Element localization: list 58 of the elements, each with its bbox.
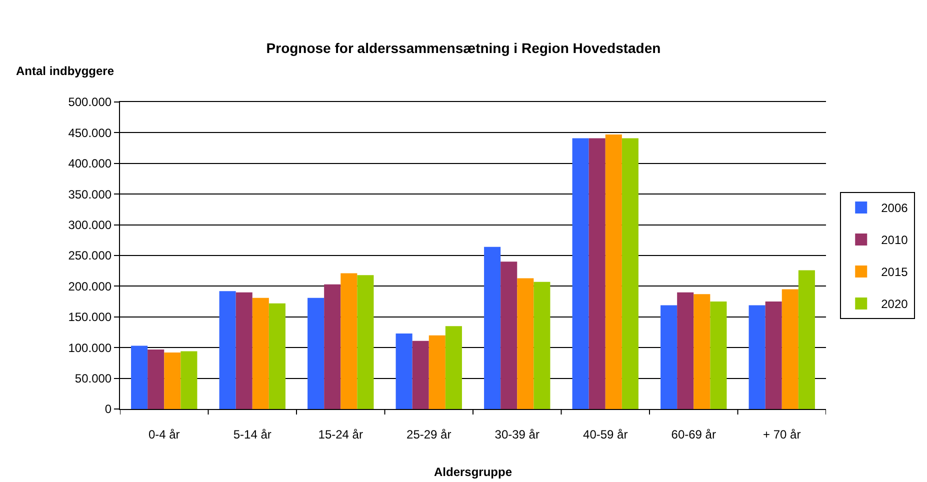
bar: [694, 294, 710, 409]
bar: [219, 291, 236, 409]
bar: [484, 246, 501, 409]
x-tick-label: 5-14 år: [233, 427, 272, 442]
bar: [340, 273, 358, 409]
x-axis-title: Aldersgruppe: [434, 465, 512, 479]
y-tick-label: 350.000: [68, 187, 112, 202]
bar: [710, 302, 727, 409]
bar: [445, 326, 462, 409]
bar: [572, 138, 589, 409]
bar: [324, 284, 341, 409]
y-tick-label: 50.000: [74, 372, 112, 386]
y-tick-label: 0: [104, 402, 112, 416]
legend-label: 2010: [881, 233, 908, 248]
bar: [500, 262, 518, 409]
bar: [517, 278, 534, 409]
legend-label: 2020: [881, 297, 908, 312]
y-tick-label: 250.000: [68, 248, 112, 263]
bar: [357, 275, 374, 409]
bar: [605, 134, 622, 409]
chart-title: Prognose for alderssammensætning i Region Hovedstaden: [266, 40, 661, 56]
x-tick-label: 15-24 år: [318, 427, 363, 442]
bar: [428, 335, 446, 409]
bar: [748, 305, 766, 409]
bar: [534, 282, 550, 409]
legend-label: 2015: [881, 265, 908, 280]
bar: [180, 351, 198, 409]
bar: [782, 289, 798, 409]
x-tick-label: 0-4 år: [148, 427, 180, 442]
x-tick-label: 40-59 år: [583, 427, 628, 442]
y-tick-label: 500.000: [68, 95, 112, 110]
bar: [660, 305, 678, 409]
bar: [412, 340, 429, 409]
bar: [588, 138, 606, 409]
bar: [252, 298, 269, 409]
x-tick-label: 30-39 år: [494, 427, 540, 442]
y-tick-label: 400.000: [68, 156, 112, 171]
x-tick-label: 60-69 år: [671, 427, 716, 442]
x-tick-label: 25-29 år: [406, 427, 452, 442]
bar: [131, 346, 148, 409]
bar: [236, 292, 252, 409]
x-tick-label: + 70 år: [763, 427, 801, 442]
y-tick-label: 150.000: [68, 310, 112, 324]
bar: [268, 303, 286, 409]
bar: [148, 349, 164, 409]
y-axis-title: Antal indbyggere: [16, 64, 114, 78]
bar: [622, 138, 638, 409]
bar: [677, 292, 694, 409]
bar: [765, 302, 782, 409]
y-tick-label: 300.000: [68, 218, 112, 232]
bar: [396, 333, 412, 409]
bar: [308, 298, 324, 409]
y-tick-label: 200.000: [68, 279, 112, 294]
bar: [164, 352, 181, 409]
legend-label: 2006: [881, 201, 908, 216]
y-tick-label: 450.000: [68, 126, 112, 140]
bar: [798, 270, 815, 409]
y-tick-label: 100.000: [68, 340, 112, 355]
